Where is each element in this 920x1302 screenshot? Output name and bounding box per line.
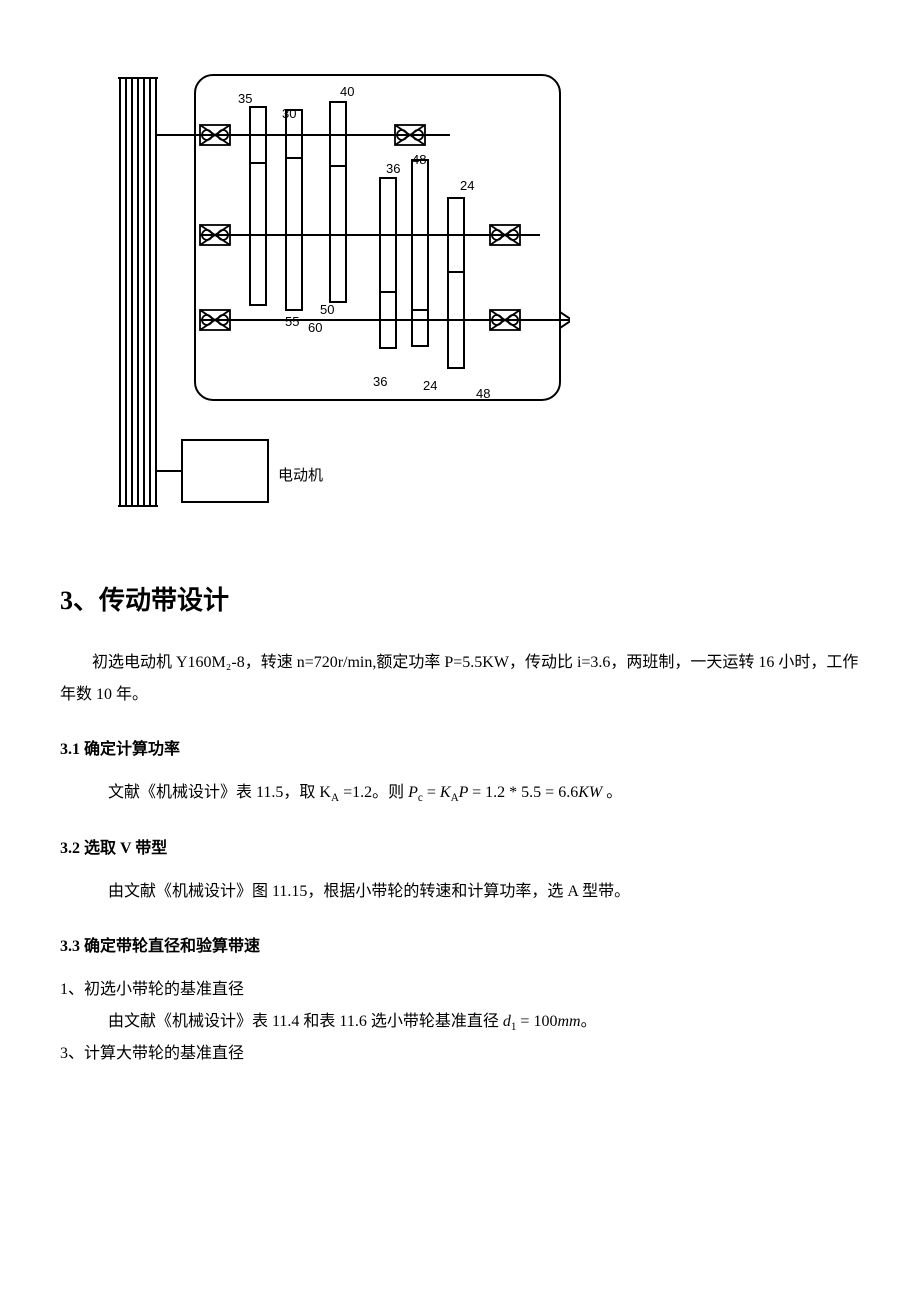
gear-label: 30	[282, 106, 296, 121]
text: 。则	[372, 784, 404, 801]
text: 由文献《机械设计》表 11.4 和表 11.6 选小带轮基准直径	[108, 1013, 499, 1030]
text: 。	[606, 784, 622, 801]
gear-label: 48	[476, 386, 490, 401]
list-item-1: 1、初选小带轮的基准直径	[60, 974, 860, 1006]
d1-formula: d1 = 100mm	[503, 1013, 581, 1030]
transmission-diagram-container: 35 30 40 36 48 24 55 60 50 36 24 48 电动机	[60, 60, 860, 520]
list-item-3: 3、计算大带轮的基准直径	[60, 1038, 860, 1070]
list-item-1-body: 由文献《机械设计》表 11.4 和表 11.6 选小带轮基准直径 d1 = 10…	[60, 1006, 860, 1039]
gear-label: 24	[423, 378, 437, 393]
subheading-3-1: 3.1 确定计算功率	[60, 735, 860, 759]
pc-formula: Pc = KAP = 1.2 * 5.5 = 6.6KW	[408, 784, 602, 801]
intro-paragraph: 初选电动机 Y160M₂-8，转速 n=720r/min,额定功率 P=5.5K…	[60, 647, 860, 711]
section-title: 3、传动带设计	[60, 580, 860, 617]
diagram-svg	[60, 60, 570, 520]
text: 文献《机械设计》表 11.5，取	[108, 784, 315, 801]
text: 。	[581, 1013, 597, 1030]
motor-label: 电动机	[278, 464, 323, 485]
subheading-3-3: 3.3 确定带轮直径和验算带速	[60, 932, 860, 956]
ka-value: KA =1.2	[319, 784, 372, 801]
paragraph-3-2: 由文献《机械设计》图 11.15，根据小带轮的转速和计算功率，选 A 型带。	[60, 876, 860, 908]
gear-label: 48	[412, 152, 426, 167]
gear-label: 50	[320, 302, 334, 317]
gear-label: 36	[373, 374, 387, 389]
subheading-3-2: 3.2 选取 V 带型	[60, 834, 860, 858]
paragraph-3-1: 文献《机械设计》表 11.5，取 KA =1.2。则 Pc = KAP = 1.…	[60, 777, 860, 810]
transmission-diagram: 35 30 40 36 48 24 55 60 50 36 24 48 电动机	[60, 60, 570, 520]
gear-label: 40	[340, 84, 354, 99]
gear-label: 60	[308, 320, 322, 335]
gear-label: 35	[238, 91, 252, 106]
gear-label: 55	[285, 314, 299, 329]
gear-label: 24	[460, 178, 474, 193]
gear-label: 36	[386, 161, 400, 176]
